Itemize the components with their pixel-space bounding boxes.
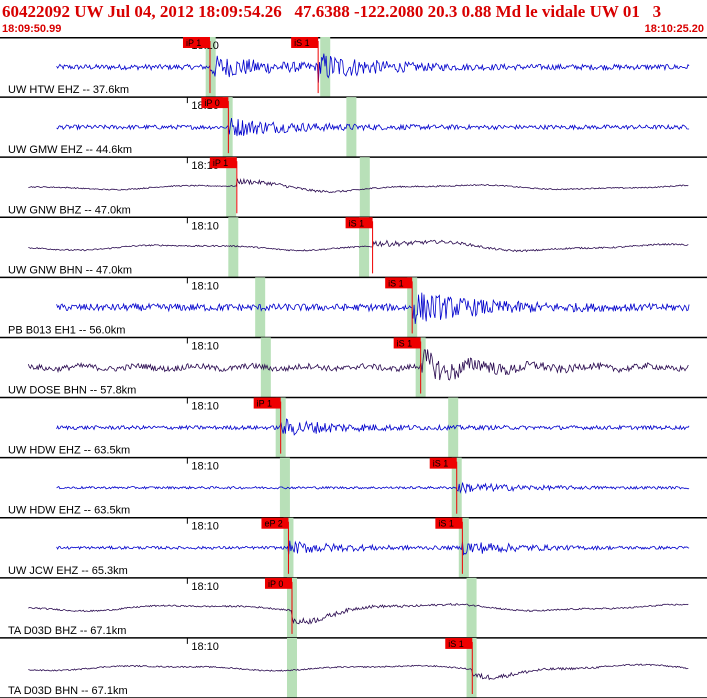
- phase-pick-flag: [264, 577, 292, 589]
- station-label: UW HDW EHZ -- 63.5km: [8, 445, 130, 457]
- phase-window-band: [286, 637, 297, 698]
- trace-row: 18:10 iS 1 UW HDW EHZ -- 63.5km: [0, 457, 707, 519]
- station-label: UW GNW BHN -- 47.0km: [8, 264, 132, 276]
- event-title: 60422092 UW Jul 04, 2012 18:09:54.26 47.…: [2, 2, 662, 21]
- waveform-trace: [56, 418, 690, 436]
- waveform-trace: [56, 53, 690, 83]
- phase-window-band: [458, 517, 469, 578]
- phase-pick-label: iS 1: [433, 459, 449, 469]
- minute-tick-label: 18:10: [191, 220, 219, 232]
- phase-pick-flag: [209, 157, 237, 169]
- phase-window-band: [359, 157, 370, 218]
- phase-pick-flag: [429, 457, 457, 469]
- trace-row: 18:10 iP 0 TA D03D BHZ -- 67.1km: [0, 577, 707, 639]
- phase-window-band: [222, 97, 233, 158]
- trace-row: 18:10 iS 1 UW DOSE BHN -- 57.8km: [0, 337, 707, 399]
- station-label: TA D03D BHN -- 67.1km: [8, 685, 128, 697]
- phase-window-band: [466, 577, 477, 638]
- station-label: UW DOSE BHN -- 57.8km: [8, 385, 136, 397]
- phase-pick-label: iP 1: [257, 399, 272, 409]
- trace-row: 18:10 iS 1 PB B013 EH1 -- 56.0km: [0, 277, 707, 339]
- trace-row: 18:10 iP 1 UW HDW EHZ -- 63.5km: [0, 397, 707, 459]
- phase-pick-flag: [261, 517, 289, 529]
- waveform-trace: [56, 292, 690, 324]
- phase-window-band: [359, 217, 370, 278]
- phase-pick-flag: [345, 217, 373, 229]
- phase-pick-label: iS 1: [438, 519, 454, 529]
- trace-row: 18:10 iS 1 UW GNW BHN -- 47.0km: [0, 217, 707, 279]
- station-label: PB B013 EH1 -- 56.0km: [8, 324, 125, 336]
- waveform-trace: [28, 602, 689, 625]
- phase-window-band: [466, 637, 477, 698]
- station-label: UW HDW EHZ -- 63.5km: [8, 505, 130, 517]
- waveform-trace: [27, 349, 689, 381]
- phase-pick-flag: [445, 637, 473, 649]
- phase-window-band: [320, 37, 331, 98]
- phase-pick-label: iP 0: [204, 98, 219, 108]
- minute-tick-label: 18:10: [191, 521, 219, 533]
- waveform-trace: [56, 482, 690, 495]
- minute-tick-label: 18:10: [191, 641, 219, 653]
- station-label: UW JCW EHZ -- 65.3km: [8, 565, 128, 577]
- minute-tick-label: 18:10: [191, 461, 219, 473]
- station-label: UW GMW EHZ -- 44.6km: [8, 144, 132, 156]
- phase-pick-label: iS 1: [349, 218, 365, 228]
- phase-window-band: [226, 157, 237, 218]
- phase-pick-label: iS 1: [397, 338, 413, 348]
- minute-tick-label: 18:10: [191, 401, 219, 413]
- minute-tick-label: 18:10: [191, 340, 219, 352]
- phase-pick-label: iS 1: [448, 639, 464, 649]
- phase-pick-flag: [393, 337, 421, 349]
- minute-tick-label: 18:10: [191, 280, 219, 292]
- phase-pick-flag: [201, 97, 229, 109]
- waveform-trace: [28, 663, 689, 681]
- seismogram-header: 60422092 UW Jul 04, 2012 18:09:54.26 47.…: [0, 0, 707, 37]
- phase-pick-label: iP 1: [213, 158, 228, 168]
- minute-tick-label: 18:10: [191, 581, 219, 593]
- phase-window-band: [346, 97, 357, 158]
- phase-window-band: [228, 217, 239, 278]
- phase-pick-label: iS 1: [294, 38, 310, 48]
- seismogram-plot: 18:10 iP 1 iS 1 UW HTW EHZ -- 37.6km 18:10 iP…: [0, 37, 707, 698]
- phase-window-band: [205, 37, 216, 98]
- phase-pick-label: iS 1: [388, 278, 404, 288]
- station-label: UW HTW EHZ -- 37.6km: [8, 84, 129, 96]
- phase-pick-label: iP 0: [268, 579, 283, 589]
- start-time-label: 18:09:50.99: [2, 23, 62, 35]
- waveform-trace: [28, 177, 689, 194]
- phase-pick-label: eP 2: [264, 519, 282, 529]
- phase-window-band: [279, 457, 290, 518]
- trace-row: 18:10 eP 2 iS 1 UW JCW EHZ -- 65.3km: [0, 517, 707, 579]
- phase-pick-flag: [435, 517, 463, 529]
- station-label: UW GNW BHZ -- 47.0km: [8, 204, 131, 216]
- trace-row: 18:10 iS 1 TA D03D BHN -- 67.1km: [0, 637, 707, 698]
- phase-pick-label: iP 1: [186, 38, 201, 48]
- waveform-trace: [56, 540, 690, 556]
- phase-pick-flag: [385, 277, 413, 289]
- waveform-trace: [56, 118, 690, 137]
- station-label: TA D03D BHZ -- 67.1km: [8, 625, 126, 637]
- phase-window-band: [448, 397, 459, 458]
- phase-pick-flag: [291, 37, 319, 48]
- phase-window-band: [255, 277, 266, 338]
- end-time-label: 18:10:25.20: [644, 23, 704, 35]
- waveform-trace: [28, 239, 689, 253]
- phase-pick-flag: [182, 37, 210, 48]
- phase-pick-flag: [253, 397, 281, 409]
